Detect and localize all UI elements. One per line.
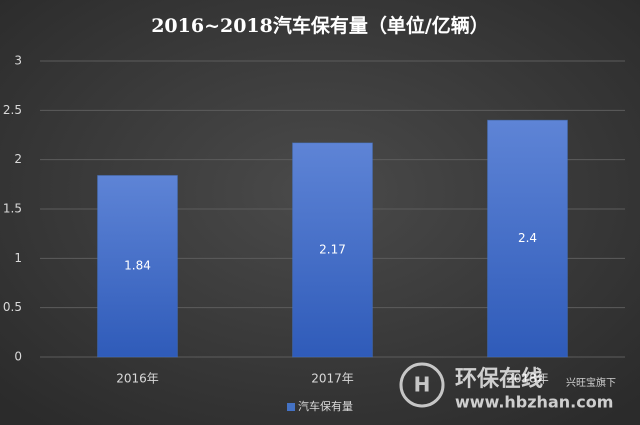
x-tick-label: 2017年 [311,372,354,386]
bar [97,174,178,358]
x-tick-label: 2018年 [506,372,549,386]
watermark-url: www.hbzhan.com [455,393,613,412]
watermark-logo-mark: H [414,373,431,397]
chart-title: 2016~2018汽车保有量（单位/亿辆） [151,14,489,37]
legend-swatch [287,403,295,411]
y-tick-label: 0.5 [3,300,22,314]
y-tick-label: 1.5 [3,202,22,216]
watermark-logo [399,362,445,408]
bar [292,142,373,358]
bar [487,119,568,358]
value-label: 2.4 [518,231,537,245]
value-label: 2.17 [319,242,346,256]
legend-label: 汽车保有量 [298,399,353,413]
watermark: H 环保在线 兴旺宝旗下 www.hbzhan.com [399,362,616,412]
y-tick-label: 1 [14,251,22,265]
watermark-brand: 环保在线 [455,366,543,392]
y-tick-label: 2 [14,152,22,166]
y-tick-label: 0 [14,350,22,364]
x-tick-label: 2016年 [116,372,159,386]
plot-area: 0 0.5 1 1.5 2 2.5 3 2016年 2017年 2018年 1.84 2.17 2.4 汽… [3,54,625,413]
y-tick-label: 2.5 [3,103,22,117]
y-tick-label: 3 [14,54,22,68]
value-label: 1.84 [124,259,151,273]
watermark-tagline: 兴旺宝旗下 [566,376,616,389]
